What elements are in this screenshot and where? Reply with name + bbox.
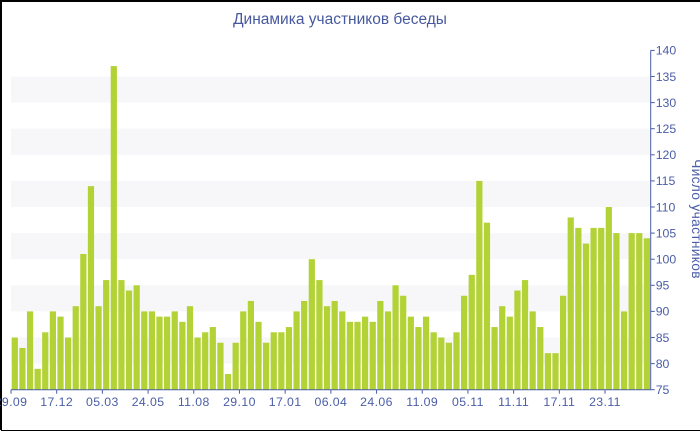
svg-text:23.11: 23.11: [589, 395, 621, 409]
svg-text:06.04: 06.04: [314, 395, 347, 409]
svg-text:135: 135: [656, 70, 677, 84]
svg-text:95: 95: [656, 279, 670, 293]
svg-text:100: 100: [656, 253, 677, 267]
svg-text:29.09: 29.09: [0, 395, 27, 409]
svg-text:85: 85: [656, 331, 670, 345]
svg-text:17.11: 17.11: [543, 395, 575, 409]
svg-text:Число участников: Число участников: [689, 159, 700, 279]
svg-text:115: 115: [656, 174, 676, 188]
svg-text:130: 130: [656, 96, 677, 110]
svg-text:140: 140: [656, 44, 677, 58]
svg-text:11.08: 11.08: [178, 395, 210, 409]
svg-text:90: 90: [656, 305, 670, 319]
svg-text:80: 80: [656, 357, 670, 371]
svg-text:05.11: 05.11: [452, 395, 484, 409]
svg-text:24.05: 24.05: [132, 395, 165, 409]
svg-text:125: 125: [656, 122, 677, 136]
svg-text:05.03: 05.03: [86, 395, 119, 409]
svg-text:29.10: 29.10: [223, 395, 256, 409]
svg-text:75: 75: [656, 383, 670, 397]
svg-text:110: 110: [656, 200, 676, 214]
svg-text:11.11: 11.11: [498, 395, 529, 409]
svg-text:120: 120: [656, 148, 677, 162]
svg-text:17.12: 17.12: [40, 395, 73, 409]
svg-text:17.01: 17.01: [269, 395, 302, 409]
svg-text:105: 105: [656, 226, 677, 240]
svg-text:11.09: 11.09: [406, 395, 438, 409]
svg-text:24.06: 24.06: [360, 395, 393, 409]
